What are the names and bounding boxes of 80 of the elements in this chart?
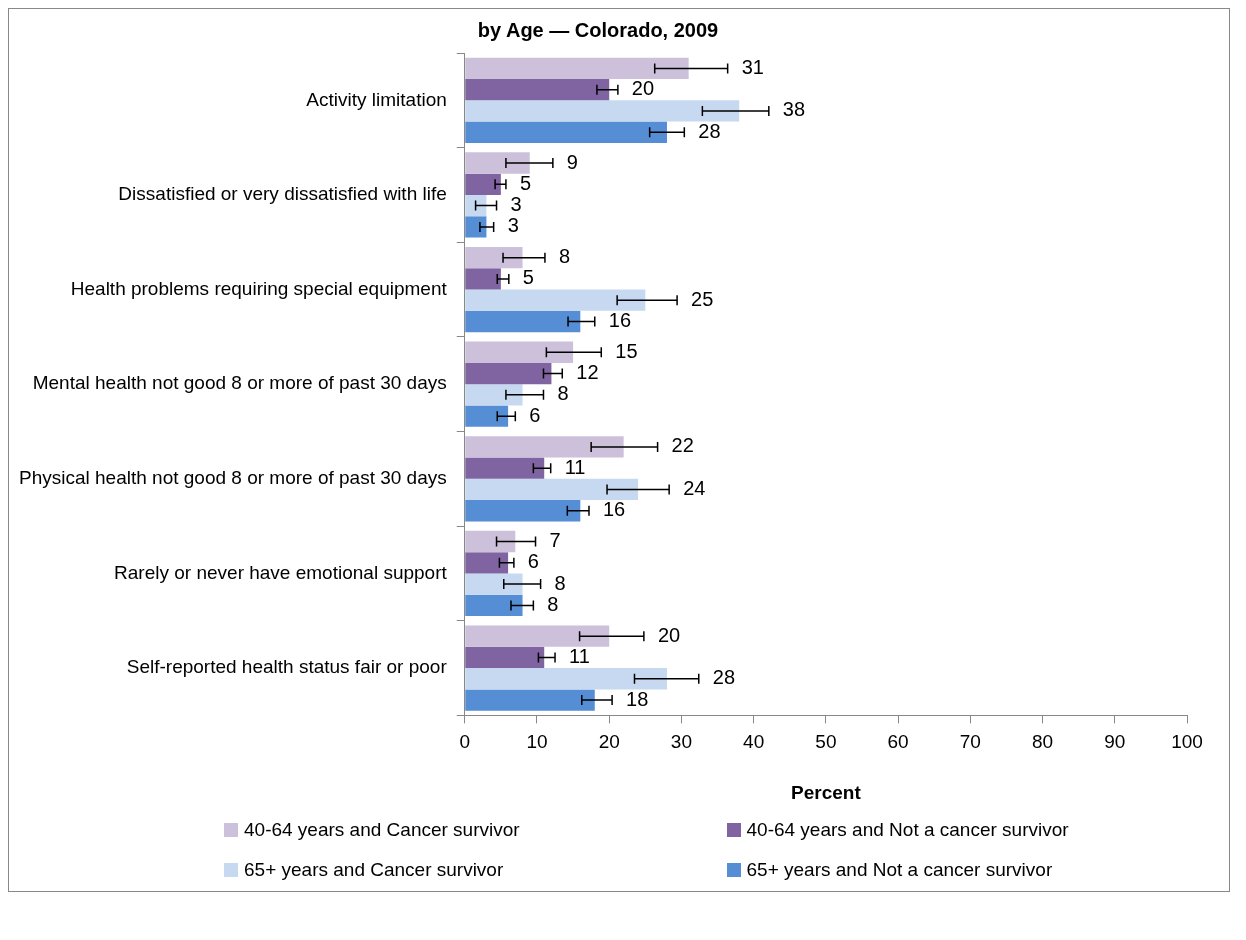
bar	[465, 594, 523, 617]
data-label: 8	[554, 571, 566, 594]
bar	[465, 341, 574, 363]
y-tick-label: Health problems requiring special equipment	[70, 277, 448, 299]
x-tick-label: 0	[459, 731, 471, 753]
x-tick-label: 50	[815, 731, 837, 753]
x-tick-label: 20	[598, 731, 620, 753]
data-label: 18	[626, 687, 649, 710]
data-label: 28	[698, 119, 721, 142]
x-tick-label: 10	[526, 731, 548, 753]
bar	[465, 173, 501, 195]
x-tick-label: 90	[1104, 731, 1126, 753]
data-label: 3	[510, 193, 522, 216]
bar	[465, 362, 552, 385]
data-label: 16	[602, 498, 626, 521]
legend-label: 65+ years and Cancer survivor	[244, 859, 504, 881]
data-label: 38	[782, 98, 806, 121]
data-label: 22	[671, 434, 694, 457]
bar	[465, 573, 523, 595]
y-tick-label: Activity limitation	[306, 88, 447, 110]
chart-title: by Age — Colorado, 2009	[477, 18, 719, 41]
bar	[465, 152, 530, 174]
bar	[465, 57, 689, 80]
legend-label: 65+ years and Not a cancer survivor	[746, 859, 1053, 881]
data-label: 12	[576, 361, 599, 384]
bar	[465, 646, 545, 669]
bar	[465, 625, 610, 647]
bar	[465, 668, 667, 690]
y-tick-label: Dissatisfied or very dissatisfied with life	[118, 183, 447, 205]
y-tick-label: Mental health not good 8 or more of past 30 days	[32, 372, 447, 394]
data-label: 8	[547, 592, 559, 615]
bar	[465, 79, 610, 101]
bar	[465, 552, 509, 574]
data-label: 20	[631, 77, 655, 100]
x-tick-label: 80	[1031, 731, 1054, 753]
x-tick-label: 60	[887, 731, 909, 753]
bar	[465, 500, 581, 522]
y-tick-label: Self-reported health status fair or poor	[126, 656, 448, 678]
bar	[465, 216, 487, 238]
data-label: 3	[507, 214, 519, 237]
data-label: 9	[566, 150, 578, 173]
bar	[465, 246, 523, 269]
data-label: 5	[522, 266, 534, 289]
bar	[465, 457, 545, 479]
legend-label: 40-64 years and Not a cancer survivor	[746, 819, 1069, 841]
bar	[465, 100, 740, 122]
y-tick-label: Rarely or never have emotional support	[114, 561, 448, 583]
data-label: 11	[569, 644, 590, 667]
x-tick-label: 40	[743, 731, 765, 753]
data-label: 16	[608, 309, 632, 332]
bar	[465, 268, 501, 290]
data-label: 11	[564, 455, 586, 478]
bar	[465, 194, 487, 217]
bar	[465, 478, 639, 501]
bar	[465, 384, 523, 406]
bar	[465, 405, 509, 427]
bar	[465, 310, 581, 333]
legend-label: 40-64 years and Cancer survivor	[244, 819, 520, 841]
data-label: 20	[657, 623, 681, 646]
x-axis-title: Percent	[791, 781, 862, 803]
bar	[465, 530, 516, 553]
bar	[465, 121, 667, 143]
data-label: 8	[558, 245, 571, 268]
data-label: 24	[683, 476, 706, 499]
data-label: 5	[519, 171, 532, 194]
data-label: 6	[527, 550, 539, 573]
data-label: 25	[691, 287, 714, 310]
bar	[465, 436, 624, 458]
data-label: 6	[529, 403, 541, 426]
data-label: 8	[557, 382, 569, 405]
x-tick-label: 70	[959, 731, 981, 753]
x-tick-label: 30	[670, 731, 692, 753]
data-label: 31	[741, 55, 764, 78]
x-tick-label: 100	[1171, 731, 1203, 753]
data-label: 28	[712, 666, 736, 689]
y-tick-label: Physical health not good 8 or more of past 30 days	[18, 467, 447, 489]
data-label: 7	[549, 529, 561, 552]
bar	[465, 289, 646, 311]
data-label: 15	[615, 339, 638, 362]
bar	[465, 689, 595, 711]
